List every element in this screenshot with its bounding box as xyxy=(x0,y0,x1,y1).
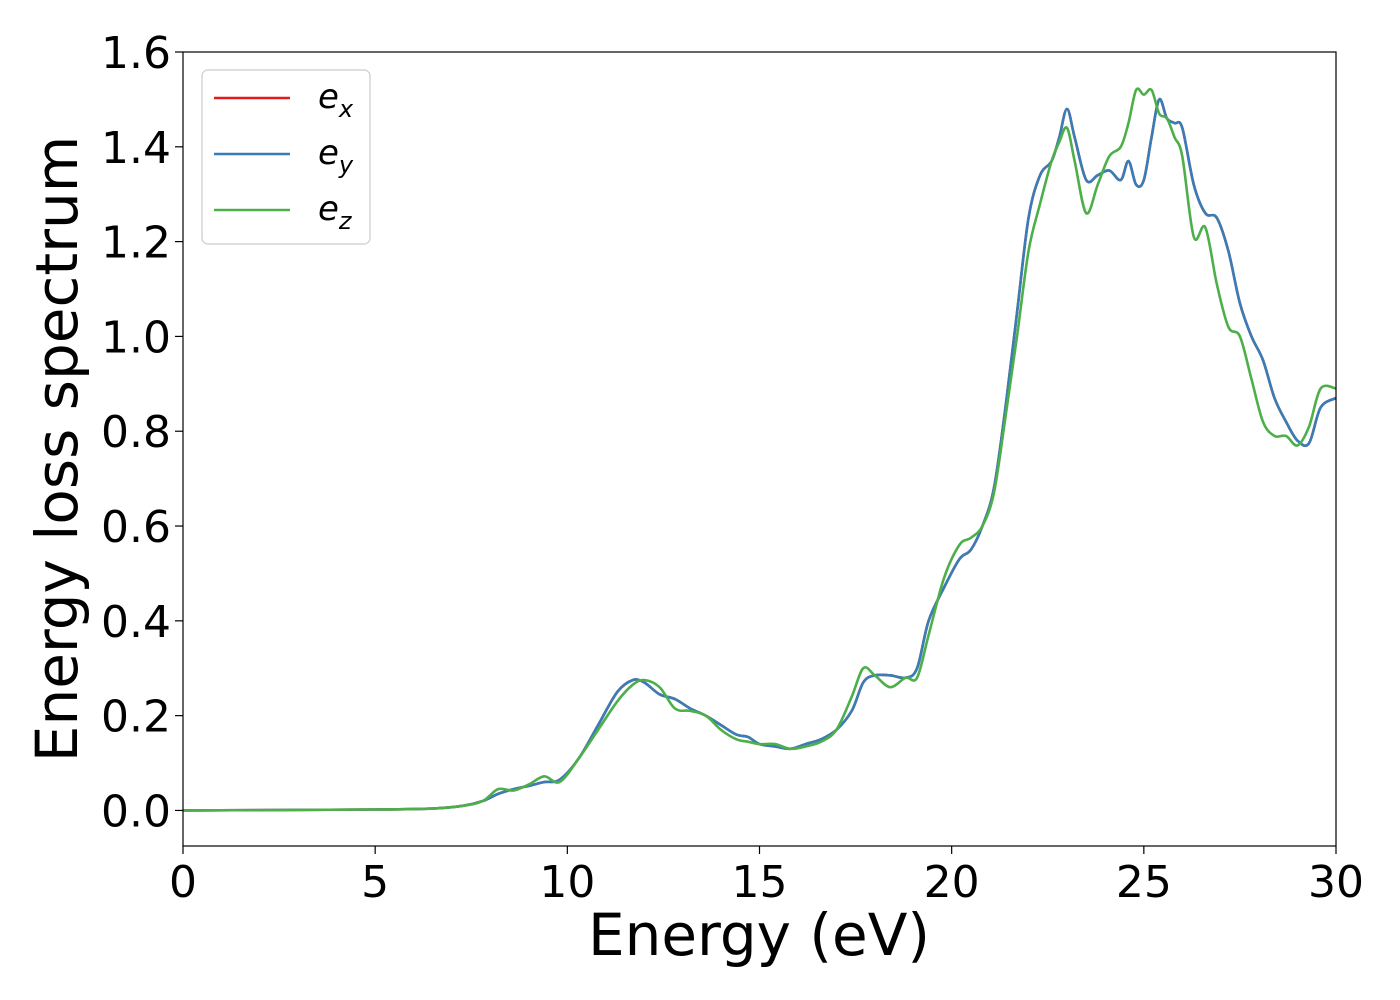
x-tick-label: 20 xyxy=(924,857,980,908)
series-line-z xyxy=(183,87,1336,812)
x-tick-label: 5 xyxy=(361,857,389,908)
x-tick-label: 10 xyxy=(539,857,595,908)
x-axis: 0 5 10 15 20 25 30 xyxy=(169,846,1364,908)
y-tick-label: 0.2 xyxy=(101,692,171,743)
x-tick-label: 30 xyxy=(1308,857,1364,908)
x-tick-label: 0 xyxy=(169,857,197,908)
y-tick-label: 1.0 xyxy=(101,312,171,363)
y-tick-label: 1.6 xyxy=(101,28,171,79)
y-tick-label: 0.6 xyxy=(101,502,171,553)
series-layer xyxy=(183,87,1336,812)
x-axis-label: Energy (eV) xyxy=(588,901,930,969)
series-line-y xyxy=(183,97,1336,812)
legend-box xyxy=(201,69,371,245)
y-tick-label: 1.2 xyxy=(101,218,171,269)
y-tick-label: 0.0 xyxy=(101,786,171,837)
y-tick-label: 0.4 xyxy=(101,597,171,648)
y-axis-label: Energy loss spectrum xyxy=(23,136,91,762)
x-tick-label: 25 xyxy=(1116,857,1172,908)
y-tick-label: 0.8 xyxy=(101,407,171,458)
x-tick-label: 15 xyxy=(732,857,788,908)
y-tick-label: 1.4 xyxy=(101,123,171,174)
y-axis: 0.0 0.2 0.4 0.6 0.8 1.0 1.2 1.4 1.6 xyxy=(101,28,183,837)
